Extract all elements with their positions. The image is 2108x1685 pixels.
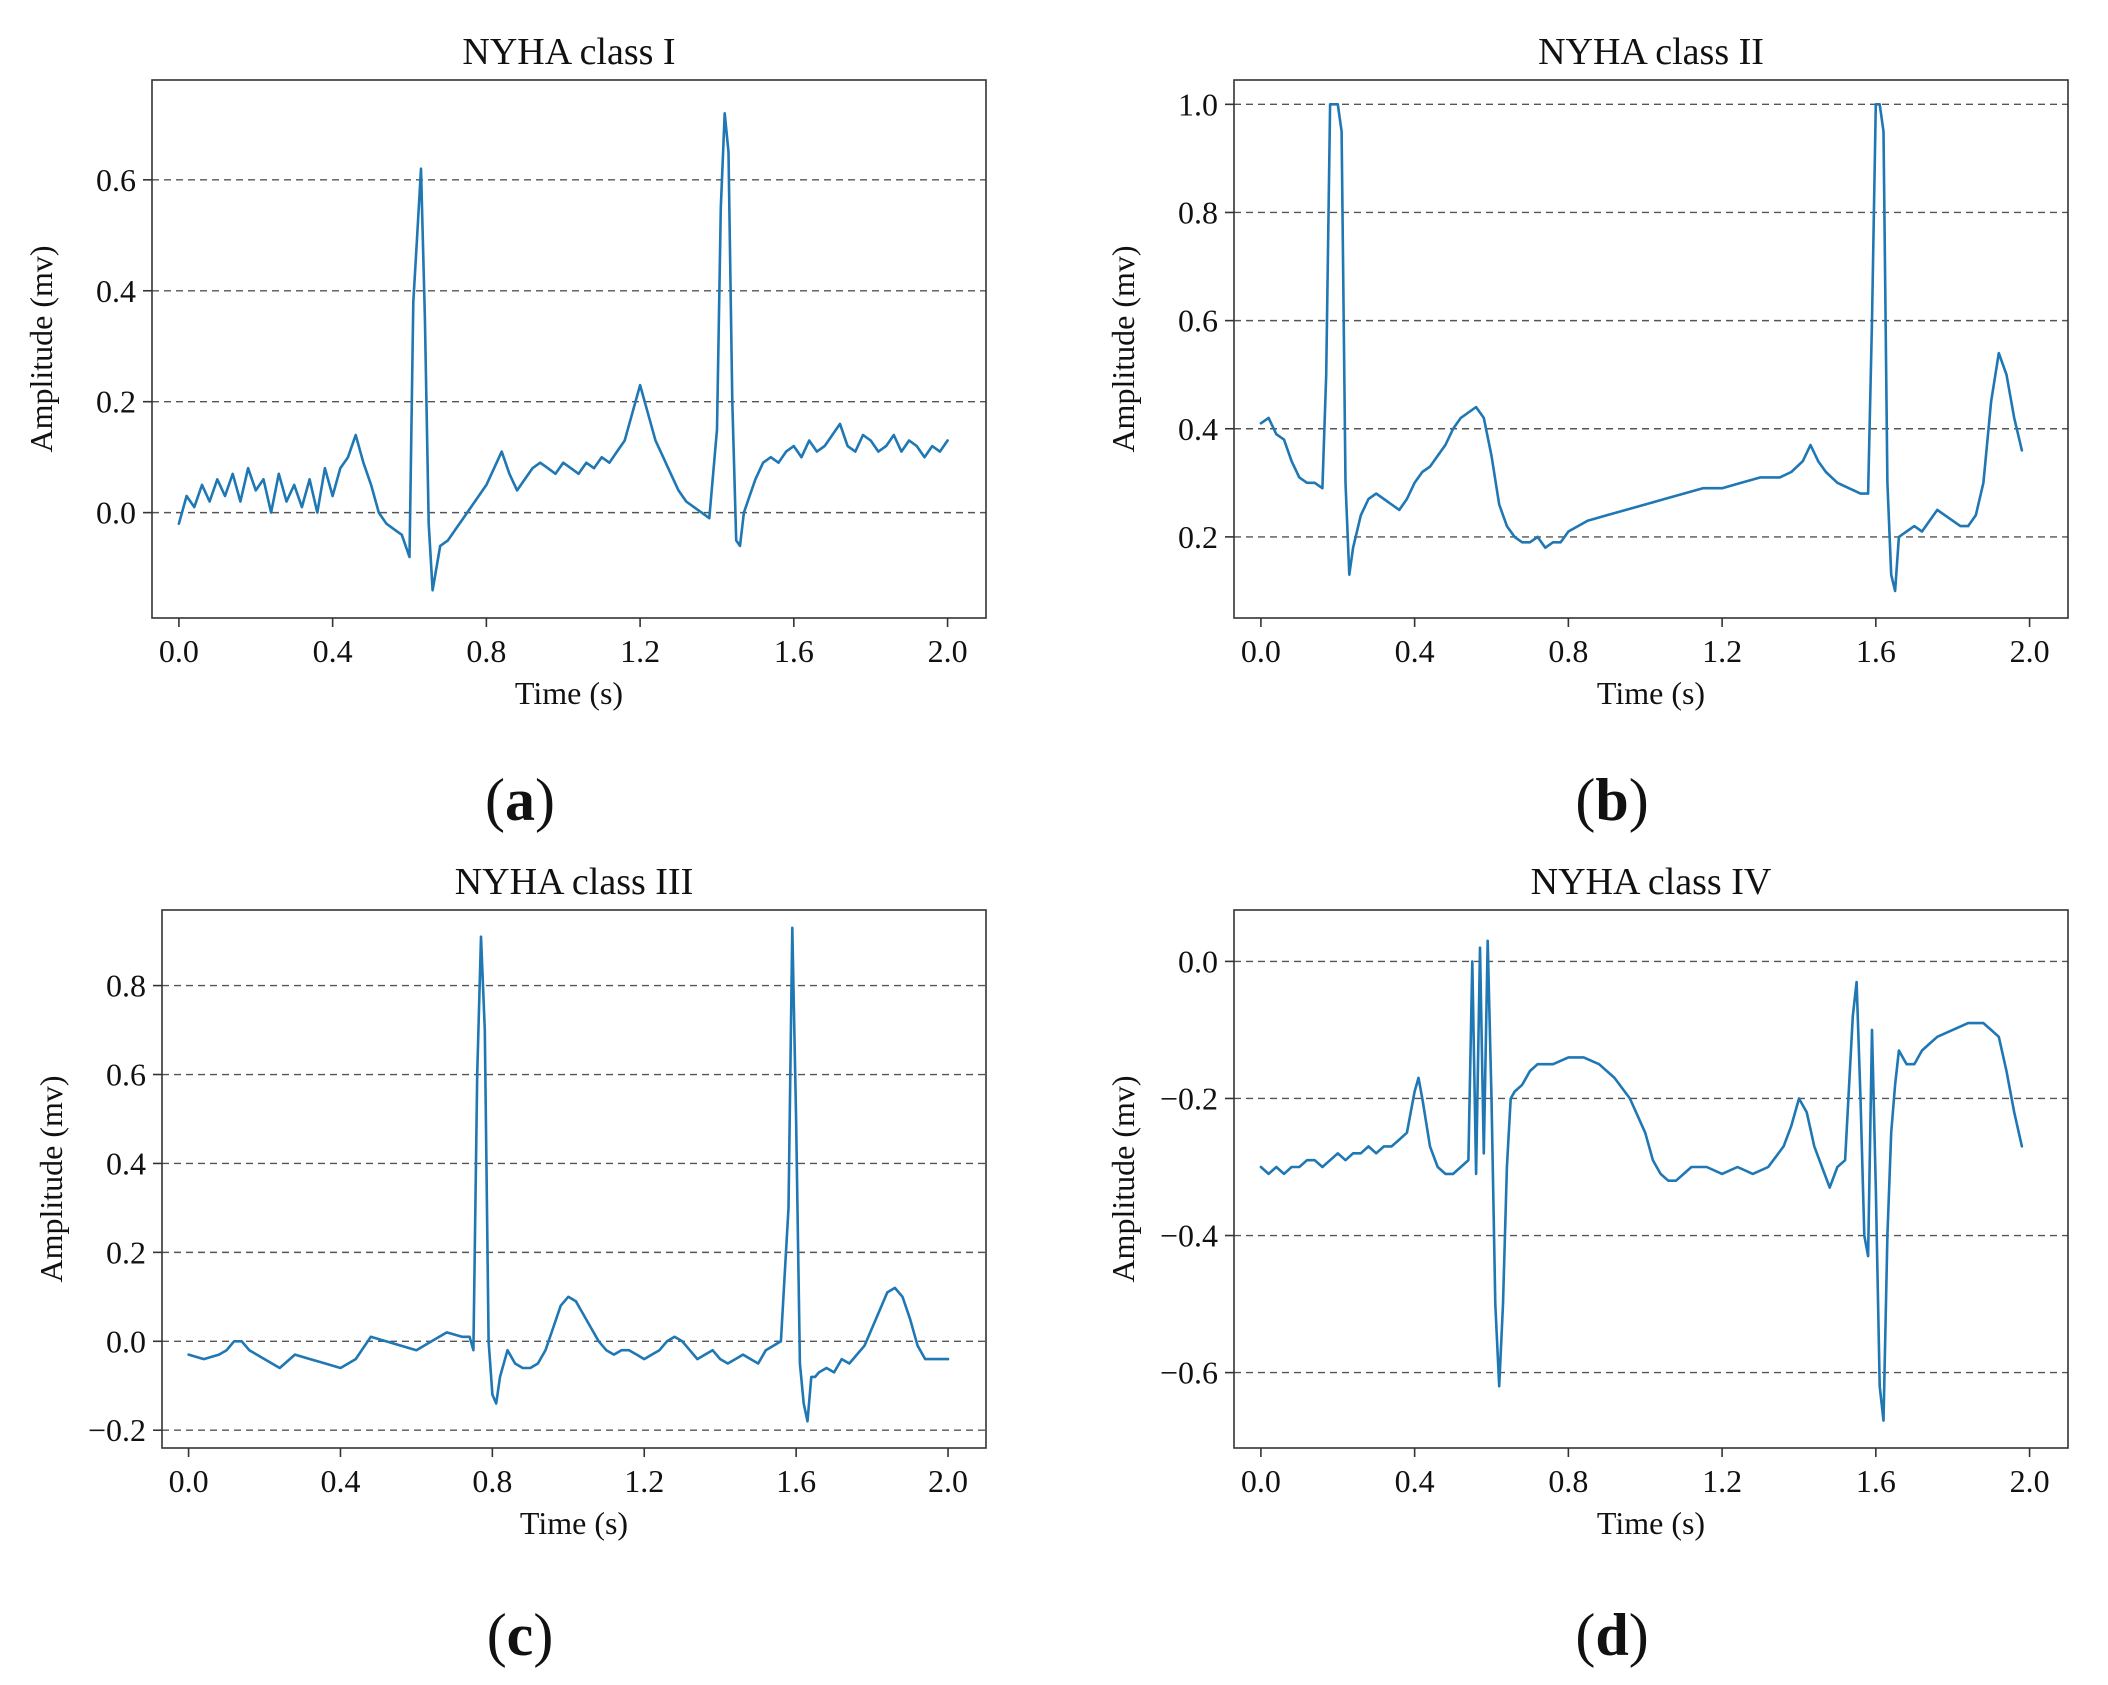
x-axis-label: Time (s) [1597, 1505, 1705, 1541]
chart-panel-2: 0.0 0.4 0.8 1.2 1.6 2.0 0.2 0.4 0.6 0.8 1.0 NYHA cl… [1105, 31, 2069, 833]
y-tick-label: 0.8 [1178, 194, 1218, 230]
x-tick-label: 1.6 [1856, 633, 1896, 669]
y-tick-label: 0.4 [1178, 411, 1218, 447]
panels-container: 0.0 0.4 0.8 1.2 1.6 2.0 0.0 0.2 0.4 0.6 NYHA class… [23, 31, 2069, 1668]
x-axis-label: Time (s) [515, 675, 623, 711]
plot-frame [1233, 79, 2069, 619]
x-tick-label: 2.0 [928, 633, 968, 669]
panel-label: (c) [487, 1602, 554, 1668]
x-tick-label: 2.0 [2010, 633, 2050, 669]
plot-frame [161, 909, 987, 1449]
x-tick-label: 1.2 [1702, 633, 1742, 669]
x-tick-label: 0.4 [313, 633, 353, 669]
x-tick-label: 1.6 [1856, 1463, 1896, 1499]
y-axis-label: Amplitude (mv) [1105, 245, 1141, 452]
x-tick-label: 0.8 [1548, 1463, 1588, 1499]
x-tick-label: 2.0 [928, 1463, 968, 1499]
x-tick-label: 0.0 [1241, 1463, 1281, 1499]
series-line [1259, 939, 2024, 1422]
x-tick-label: 0.4 [1395, 1463, 1435, 1499]
x-tick-label: 0.8 [1548, 633, 1588, 669]
y-tick-label: 0.0 [1178, 943, 1218, 979]
chart-title: NYHA class I [462, 31, 675, 73]
y-axis-label: Amplitude (mv) [23, 245, 59, 452]
plot-frame [1233, 909, 2069, 1449]
x-axis-label: Time (s) [520, 1505, 628, 1541]
y-tick-label: 0.6 [96, 162, 136, 198]
panel-label: (a) [485, 767, 555, 833]
y-tick-label: 0.8 [106, 968, 146, 1004]
y-tick-label: 1.0 [1178, 86, 1218, 122]
x-tick-label: 0.4 [1395, 633, 1435, 669]
x-tick-label: 0.0 [159, 633, 199, 669]
y-tick-label: −0.2 [1160, 1080, 1218, 1116]
x-tick-label: 1.2 [620, 633, 660, 669]
y-tick-label: 0.2 [1178, 519, 1218, 555]
y-tick-label: −0.4 [1160, 1218, 1218, 1254]
x-tick-label: 1.2 [1702, 1463, 1742, 1499]
y-axis-label: Amplitude (mv) [33, 1075, 69, 1282]
plot-frame [151, 79, 987, 619]
y-axis-label: Amplitude (mv) [1105, 1075, 1141, 1282]
x-axis-label: Time (s) [1597, 675, 1705, 711]
x-tick-label: 0.0 [1241, 633, 1281, 669]
series-line [177, 112, 949, 592]
chart-title: NYHA class III [455, 861, 694, 903]
y-tick-label: 0.4 [96, 273, 136, 309]
series-line [1259, 103, 2024, 593]
y-tick-label: 0.4 [106, 1145, 146, 1181]
chart-panel-1: 0.0 0.4 0.8 1.2 1.6 2.0 0.0 0.2 0.4 0.6 NYHA class… [23, 31, 987, 833]
x-tick-label: 0.0 [169, 1463, 209, 1499]
chart-panel-3: 0.0 0.4 0.8 1.2 1.6 2.0 −0.2 0.0 0.2 0.4 0.6 0.8 NYH… [33, 861, 987, 1668]
y-tick-label: 0.0 [96, 495, 136, 531]
x-tick-label: 2.0 [2010, 1463, 2050, 1499]
series-line [187, 926, 950, 1423]
x-tick-label: 0.8 [472, 1463, 512, 1499]
y-tick-label: 0.2 [96, 384, 136, 420]
y-tick-label: 0.0 [106, 1323, 146, 1359]
chart-title: NYHA class II [1538, 31, 1764, 73]
x-tick-label: 1.2 [624, 1463, 664, 1499]
panel-label: (d) [1575, 1602, 1648, 1668]
x-tick-label: 1.6 [776, 1463, 816, 1499]
y-tick-label: 0.2 [106, 1234, 146, 1270]
y-tick-label: 0.6 [106, 1057, 146, 1093]
chart-title: NYHA class IV [1531, 861, 1772, 903]
y-tick-label: −0.2 [88, 1412, 146, 1448]
panel-label: (b) [1575, 767, 1648, 833]
x-tick-label: 0.4 [320, 1463, 360, 1499]
chart-panel-4: 0.0 0.4 0.8 1.2 1.6 2.0 −0.6 −0.4 −0.2 0.0 NYHA cl… [1105, 861, 2069, 1668]
y-tick-label: −0.6 [1160, 1355, 1218, 1391]
x-tick-label: 0.8 [466, 633, 506, 669]
y-tick-label: 0.6 [1178, 303, 1218, 339]
x-tick-label: 1.6 [774, 633, 814, 669]
